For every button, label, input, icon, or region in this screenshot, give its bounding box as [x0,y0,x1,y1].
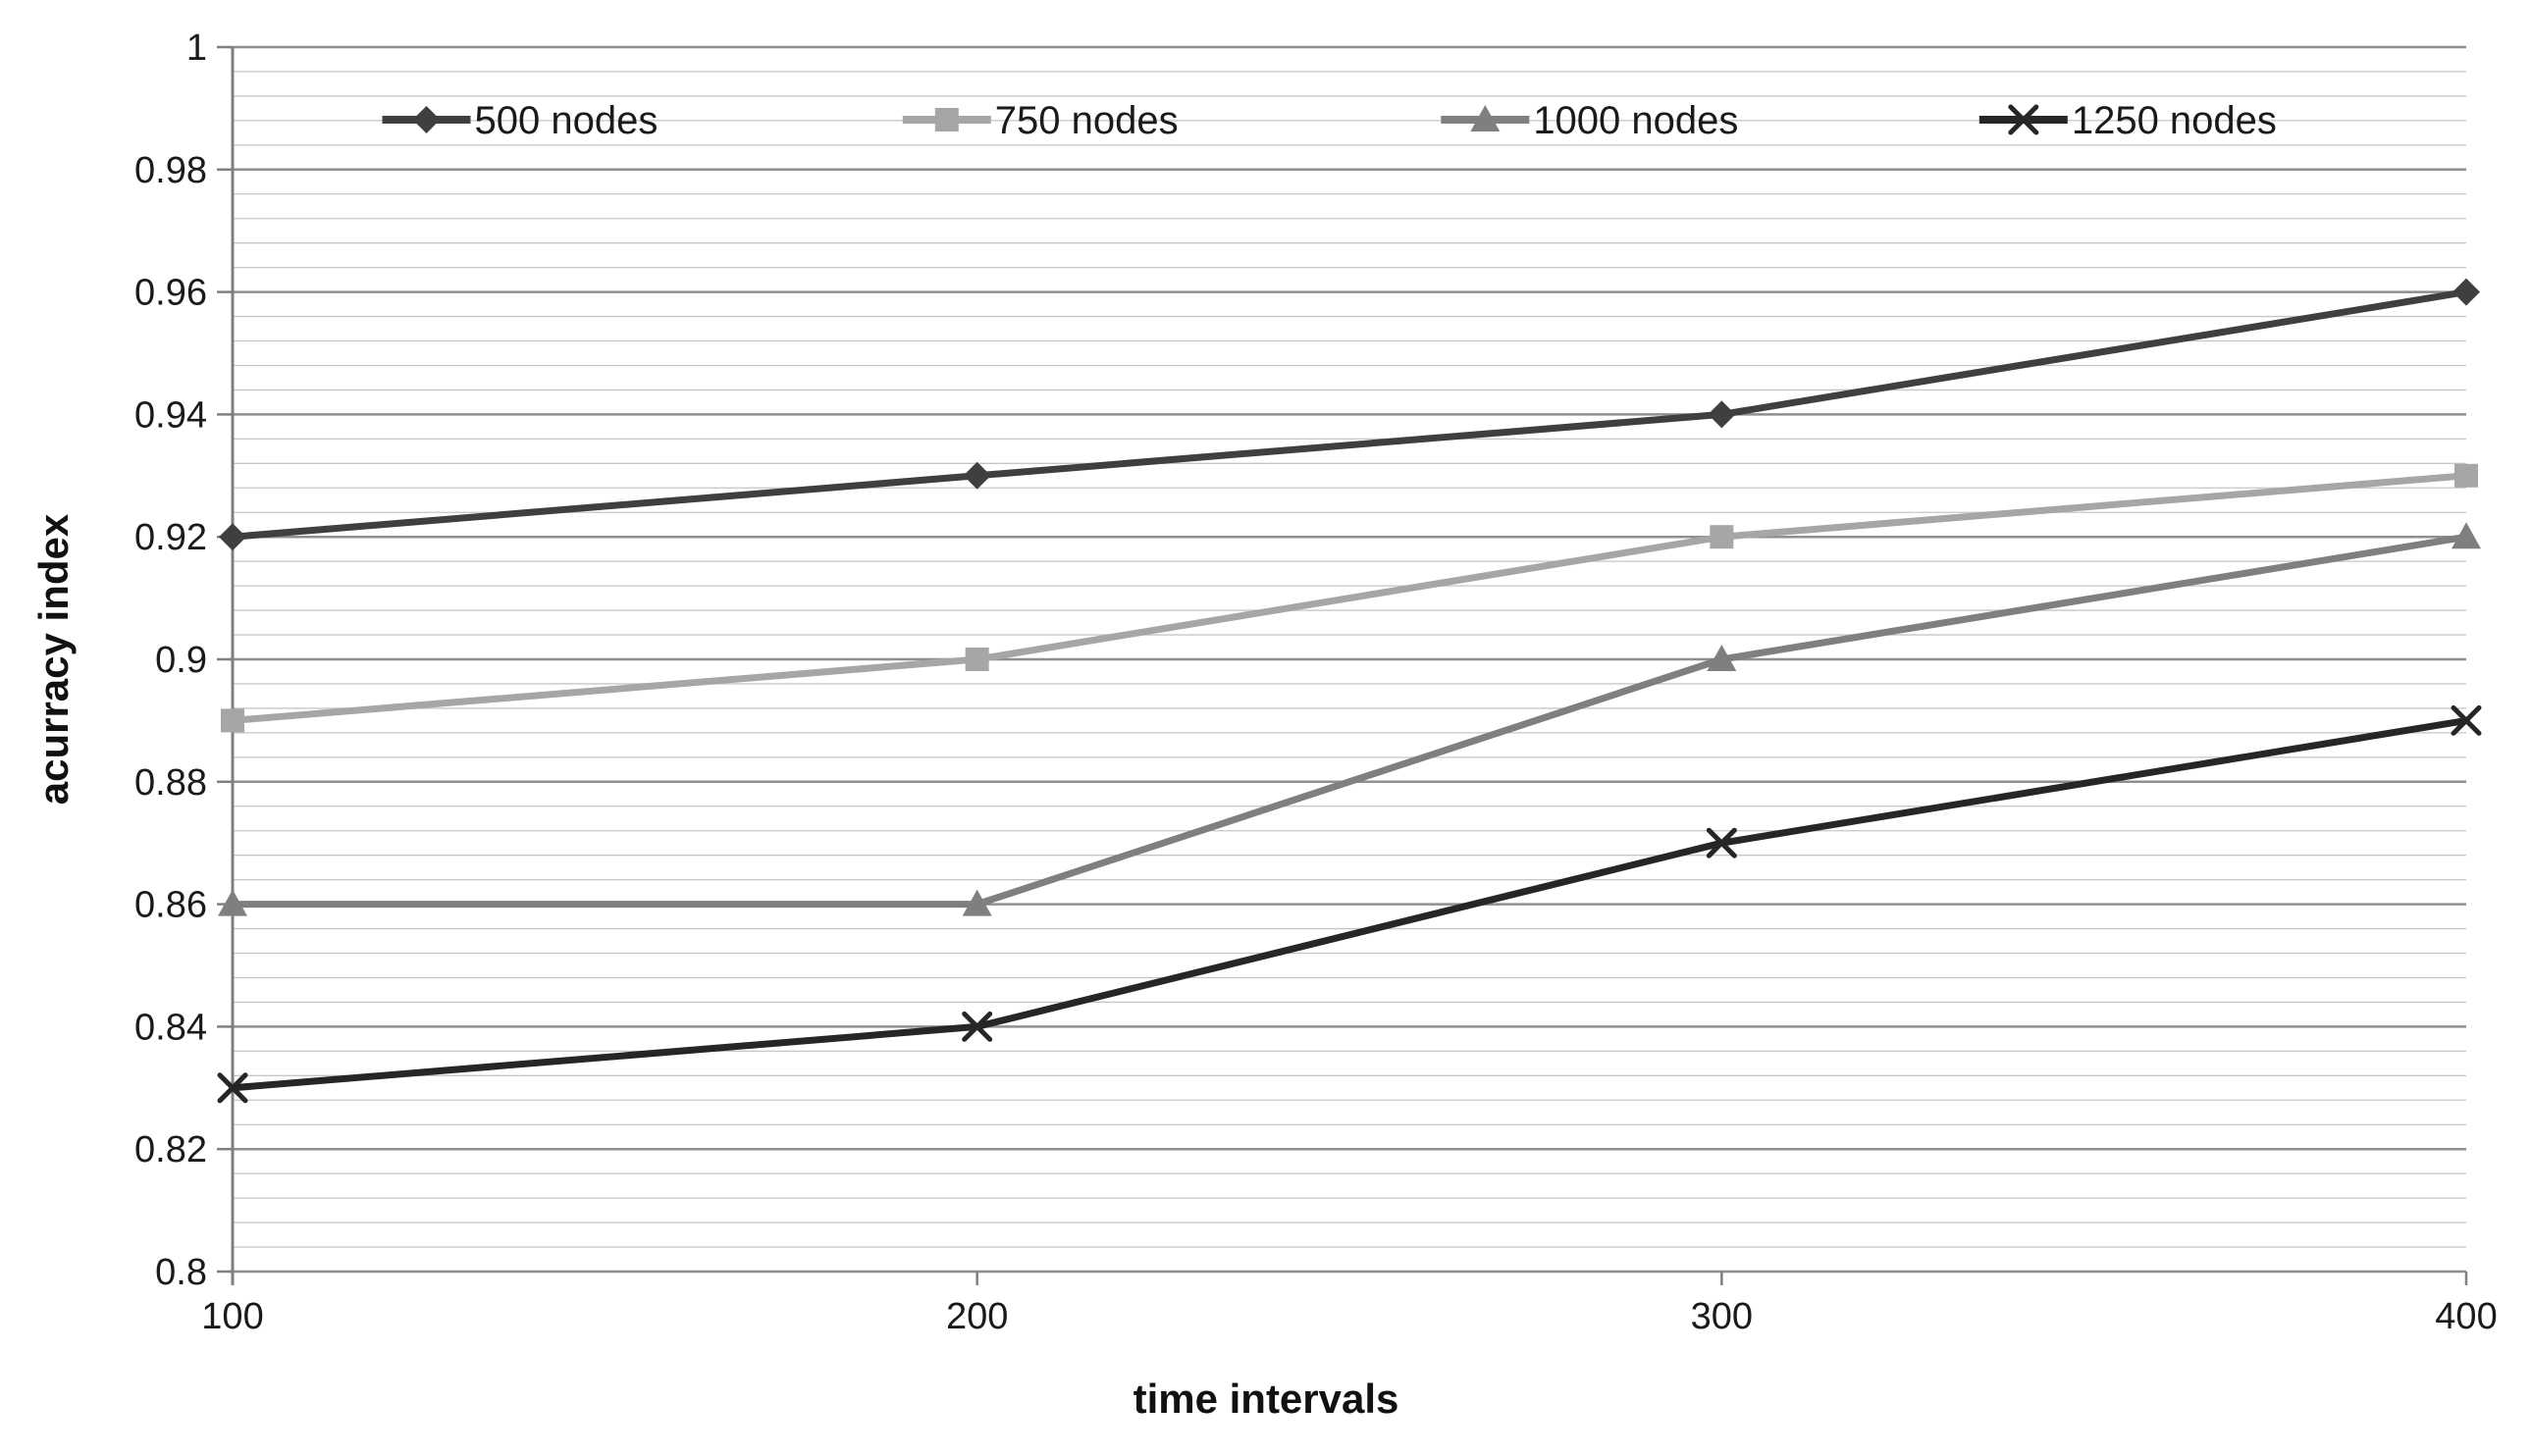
point-marker-diamond-icon [219,523,246,551]
y-axis-title: acurracy index [30,513,77,806]
point-marker-triangle-icon [2452,522,2481,549]
point-marker-square-icon [965,648,989,671]
x-tick-label: 300 [1691,1296,1753,1337]
y-tick-label: 1 [186,27,207,69]
series-line-1250-nodes [229,716,2470,1092]
series-line-500-nodes [229,288,2470,541]
point-marker-diamond-icon [2452,278,2480,306]
x-tick-label: 200 [946,1296,1008,1337]
legend-label-1250-nodes: 1250 nodes [2072,99,2277,142]
point-marker-x-icon [1706,827,1737,858]
point-marker-x-icon [217,1072,248,1104]
point-marker-diamond-icon [963,461,991,490]
point-marker-triangle-icon [1707,645,1737,671]
legend-marker-diamond-icon [412,106,441,133]
series-line-1000-nodes [229,533,2470,909]
legend-label-1000-nodes: 1000 nodes [1533,99,1738,142]
x-axis-title: time intervals [1133,1376,1399,1422]
y-tick-label: 0.86 [134,885,207,926]
y-tick-label: 0.92 [134,517,207,558]
legend-label-500-nodes: 500 nodes [474,99,658,142]
y-tick-label: 0.8 [155,1252,207,1293]
point-marker-triangle-icon [962,889,992,916]
y-tick-label: 0.82 [134,1129,207,1170]
legend-marker-x-icon [2008,104,2039,135]
y-tick-label: 0.96 [134,273,207,314]
y-tick-label: 0.98 [134,150,207,191]
legend-marker-triangle-icon [1470,105,1501,131]
point-marker-square-icon [221,708,244,733]
point-marker-square-icon [1710,525,1734,549]
point-marker-x-icon [2451,704,2482,736]
y-tick-label: 0.84 [134,1007,207,1048]
series-line-750-nodes [229,472,2470,724]
y-tick-label: 0.94 [134,394,207,436]
legend-label-750-nodes: 750 nodes [995,99,1179,142]
legend-marker-square-icon [934,108,959,131]
point-marker-diamond-icon [1708,400,1736,429]
point-marker-triangle-icon [218,889,247,916]
y-tick-label: 0.88 [134,762,207,804]
y-tick-label: 0.9 [155,640,207,681]
point-marker-square-icon [2454,463,2478,488]
point-marker-x-icon [962,1011,993,1042]
x-tick-label: 400 [2435,1296,2497,1337]
x-tick-label: 100 [201,1296,263,1337]
